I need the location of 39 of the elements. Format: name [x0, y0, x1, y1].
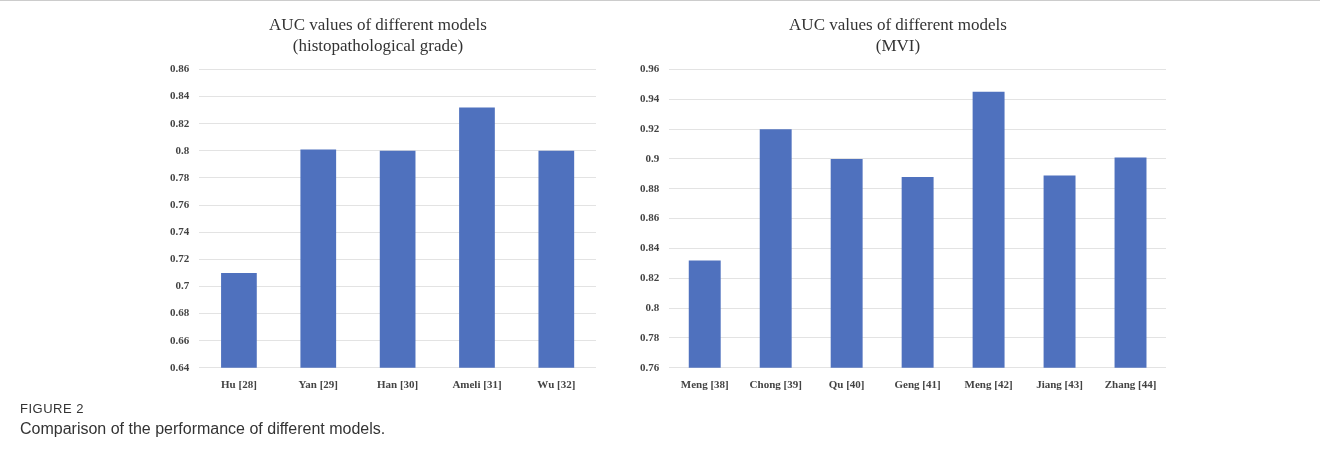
y-tick-label: 0.72 — [170, 252, 190, 265]
y-tick-label: 0.86 — [640, 211, 660, 224]
chart-title: AUC values of different models (histopathological grade) — [269, 15, 487, 56]
y-tick-label: 0.88 — [640, 181, 660, 194]
text: Comparison of the performance of different models. — [20, 420, 386, 438]
y-tick-label: 0.8 — [175, 143, 190, 156]
x-tick-label: Meng [38] — [680, 378, 729, 391]
y-tick-label: 0.7 — [175, 279, 190, 292]
x-tick-label: Hu [28] — [221, 378, 257, 391]
y-tick-label: 0.8 — [645, 300, 660, 313]
y-tick-label: 0.66 — [170, 333, 190, 346]
x-tick-label: Jiang [43] — [1036, 378, 1083, 391]
y-tick-label: 0.9 — [645, 151, 660, 164]
x-tick-label: Chong [39] — [749, 378, 802, 391]
y-tick-label: 0.82 — [170, 116, 190, 129]
y-tick-label: 0.78 — [170, 170, 190, 183]
x-tick-label: Han [30] — [377, 378, 419, 391]
y-tick-label: 0.82 — [640, 271, 660, 284]
y-tick-label: 0.76 — [640, 360, 660, 373]
y-tick-label: 0.84 — [640, 241, 660, 254]
chart-title: AUC values of different models (MVI) — [789, 15, 1007, 56]
x-tick-label: Qu [40] — [828, 378, 865, 391]
y-tick-label: 0.84 — [170, 89, 190, 102]
y-tick-label: 0.94 — [640, 92, 660, 105]
y-tick-label: 0.78 — [640, 330, 660, 343]
y-tick-label: 0.96 — [640, 62, 660, 75]
y-tick-label: 0.64 — [170, 360, 190, 373]
x-tick-label: Wu [32] — [537, 378, 576, 391]
x-tick-label: Meng [42] — [964, 378, 1013, 391]
x-tick-label: Ameli [31] — [452, 378, 502, 391]
caption: FIGURE 2 — [20, 401, 85, 416]
y-tick-label: 0.68 — [170, 306, 190, 319]
y-tick-label: 0.86 — [170, 62, 190, 75]
x-tick-label: Geng [41] — [894, 378, 941, 391]
x-tick-label: Yan [29] — [298, 378, 338, 391]
y-tick-label: 0.76 — [170, 197, 190, 210]
x-tick-label: Zhang [44] — [1104, 378, 1157, 391]
y-tick-label: 0.74 — [170, 225, 190, 238]
y-tick-label: 0.92 — [640, 122, 660, 134]
